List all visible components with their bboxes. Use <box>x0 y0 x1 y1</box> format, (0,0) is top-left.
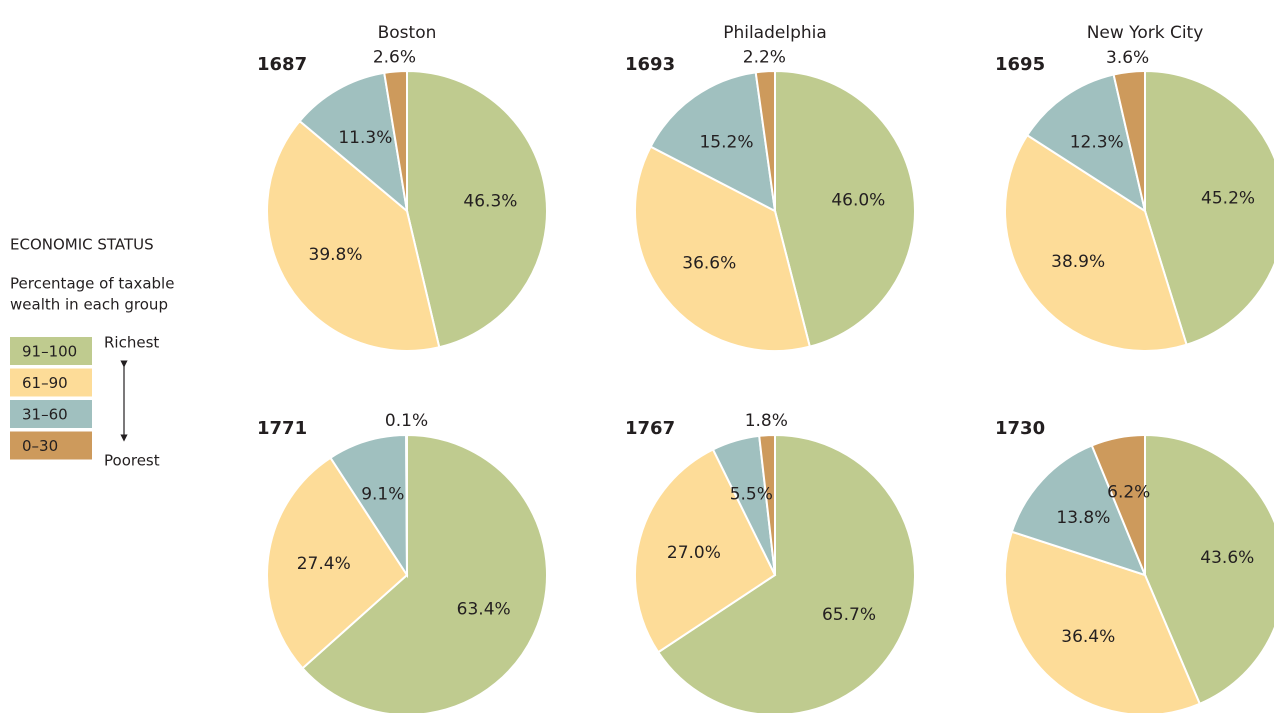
pie-slice <box>383 69 408 212</box>
legend-label: 31–60 <box>22 406 68 424</box>
legend-label: 91–100 <box>22 343 77 361</box>
legend-swatch <box>10 368 92 397</box>
legend-subtitle: wealth in each group <box>10 296 168 314</box>
pie-slice <box>1004 133 1188 352</box>
slice-label: 3.6% <box>1106 48 1149 68</box>
slice-label: 0.1% <box>385 411 428 431</box>
legend-swatch <box>10 337 92 365</box>
pie-slice <box>1112 69 1146 212</box>
pie-slice <box>634 448 777 654</box>
pie-slice <box>758 433 776 576</box>
pie-slice <box>656 433 916 713</box>
pie-slice <box>406 69 548 349</box>
pie-title: 1730 <box>995 418 1045 439</box>
pie-slice <box>329 433 409 579</box>
column-title: Boston <box>378 23 437 43</box>
pie-title: 1771 <box>257 418 307 439</box>
pie-slice <box>266 119 441 352</box>
legend-swatch <box>10 431 92 460</box>
legend-bottom-label: Poorest <box>104 452 160 470</box>
slice-label: 36.6% <box>682 253 736 273</box>
legend-label: 0–30 <box>22 437 58 455</box>
slice-label: 15.2% <box>699 132 753 152</box>
pie-slice <box>754 69 776 212</box>
pie-slice <box>301 433 548 713</box>
legend-top-label: Richest <box>104 334 159 352</box>
slice-label: 39.8% <box>309 245 363 265</box>
slice-label: 36.4% <box>1061 627 1115 647</box>
pie-title: 1767 <box>625 418 675 439</box>
slice-label: 1.8% <box>745 411 788 431</box>
pie-title: 1687 <box>257 54 307 75</box>
slice-label: 45.2% <box>1201 188 1255 208</box>
slice-label: 46.0% <box>831 190 885 210</box>
column-title: Philadelphia <box>723 23 827 43</box>
slice-label: 5.5% <box>730 484 773 504</box>
column-title: New York City <box>1087 23 1204 43</box>
legend-swatch <box>10 400 92 428</box>
slice-label: 9.1% <box>361 485 404 505</box>
slice-label: 11.3% <box>338 128 392 148</box>
legend-title: ECONOMIC STATUS <box>10 236 154 254</box>
pie-slice <box>298 71 409 214</box>
slice-label: 43.6% <box>1200 548 1254 568</box>
pie-slice <box>1010 444 1147 577</box>
slice-label: 13.8% <box>1056 508 1110 528</box>
pie-slice <box>634 145 812 352</box>
slice-label: 63.4% <box>457 599 511 619</box>
pie-slice <box>774 69 916 348</box>
slice-label: 27.0% <box>667 543 721 563</box>
pie-slice <box>266 456 409 670</box>
pie-slice <box>1144 69 1274 346</box>
pie-slice <box>1090 433 1146 576</box>
pie-slice <box>1004 530 1202 713</box>
pie-slice <box>649 71 777 213</box>
slice-label: 46.3% <box>463 191 517 211</box>
slice-label: 38.9% <box>1051 252 1105 272</box>
pie-slice <box>405 433 408 576</box>
slice-label: 2.2% <box>743 47 786 67</box>
slice-label: 27.4% <box>297 554 351 574</box>
slice-label: 6.2% <box>1107 483 1150 503</box>
legend-label: 61–90 <box>22 374 68 392</box>
slice-label: 65.7% <box>822 605 876 625</box>
slice-label: 12.3% <box>1070 132 1124 152</box>
slice-label: 2.6% <box>373 48 416 68</box>
legend-subtitle: Percentage of taxable <box>10 275 174 293</box>
pie-title: 1693 <box>625 54 675 75</box>
pie-slice <box>1025 73 1147 214</box>
pie-title: 1695 <box>995 54 1045 75</box>
pie-slice <box>1144 433 1274 706</box>
